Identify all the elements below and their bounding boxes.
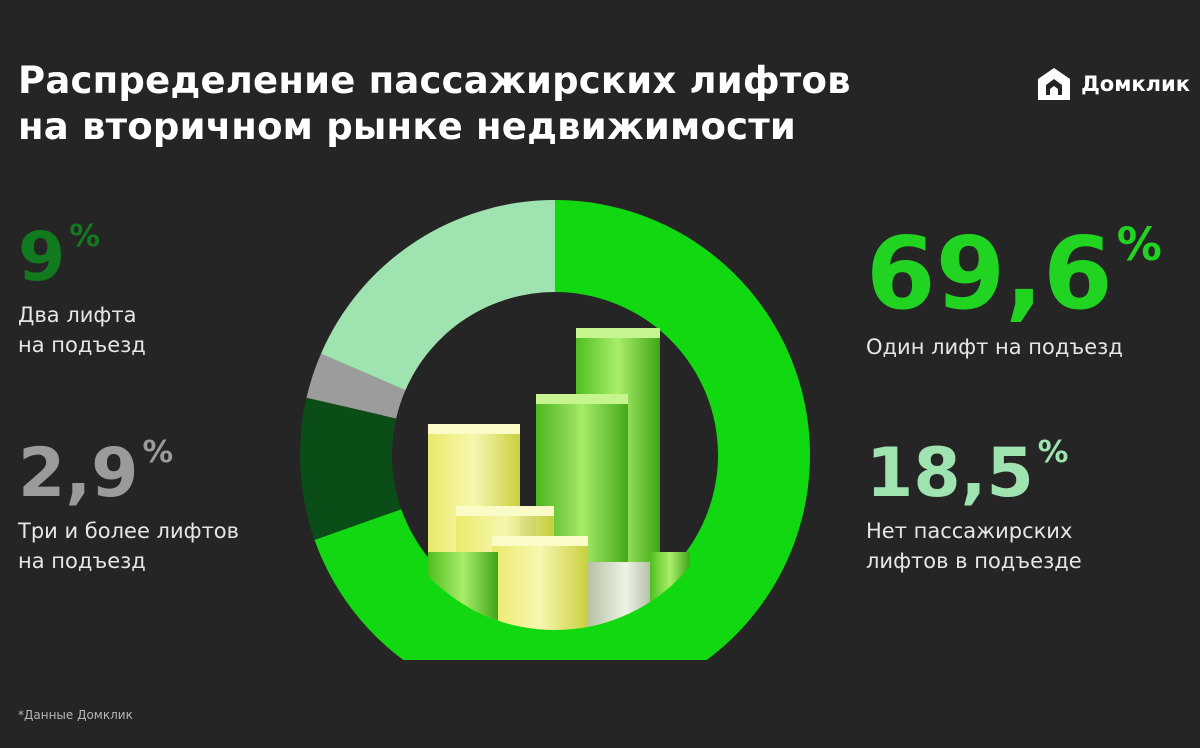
stat-three-value: 2,9%	[18, 434, 174, 513]
bar-blocks-illustration	[428, 328, 690, 630]
donut-slices	[300, 200, 810, 660]
donut-slice-3	[306, 353, 406, 419]
house-icon	[1038, 68, 1071, 100]
donut-slice-4	[320, 200, 555, 391]
stat-one-elevator: 69,6% Один лифт на подъезд	[866, 215, 1162, 362]
donut-slice-2	[300, 397, 402, 540]
footnote: *Данные Домклик	[18, 708, 133, 722]
stat-no-elevator: 18,5% Нет пассажирских лифтов в подъезде	[866, 434, 1082, 576]
brand-logo: Домклик	[1035, 64, 1190, 104]
stat-three-unit: %	[142, 435, 174, 470]
title-line-1: Распределение пассажирских лифтов	[18, 59, 851, 102]
stat-three-plus-elevators: 2,9% Три и более лифтов на подъезд	[18, 434, 240, 576]
stat-one-value: 69,6%	[866, 215, 1162, 332]
donut-chart	[300, 200, 810, 660]
stat-two-elevators: 9% Два лифта на подъезд	[18, 218, 146, 360]
stat-two-unit: %	[69, 219, 100, 254]
title-line-2: на вторичном рынке недвижимости	[18, 105, 796, 148]
stat-one-label: Один лифт на подъезд	[866, 335, 1123, 359]
stat-two-value: 9%	[18, 218, 100, 297]
stat-none-unit: %	[1037, 435, 1069, 470]
page-title: Распределение пассажирских лифтов на вто…	[18, 58, 918, 150]
donut-slice-1	[314, 200, 810, 660]
stat-three-label: Три и более лифтов на подъезд	[18, 519, 240, 573]
stat-none-value: 18,5%	[866, 434, 1069, 513]
brand-name: Домклик	[1081, 72, 1190, 96]
stat-one-unit: %	[1116, 218, 1162, 271]
stat-two-label: Два лифта на подъезд	[18, 303, 146, 357]
stat-none-label: Нет пассажирских лифтов в подъезде	[866, 519, 1082, 573]
